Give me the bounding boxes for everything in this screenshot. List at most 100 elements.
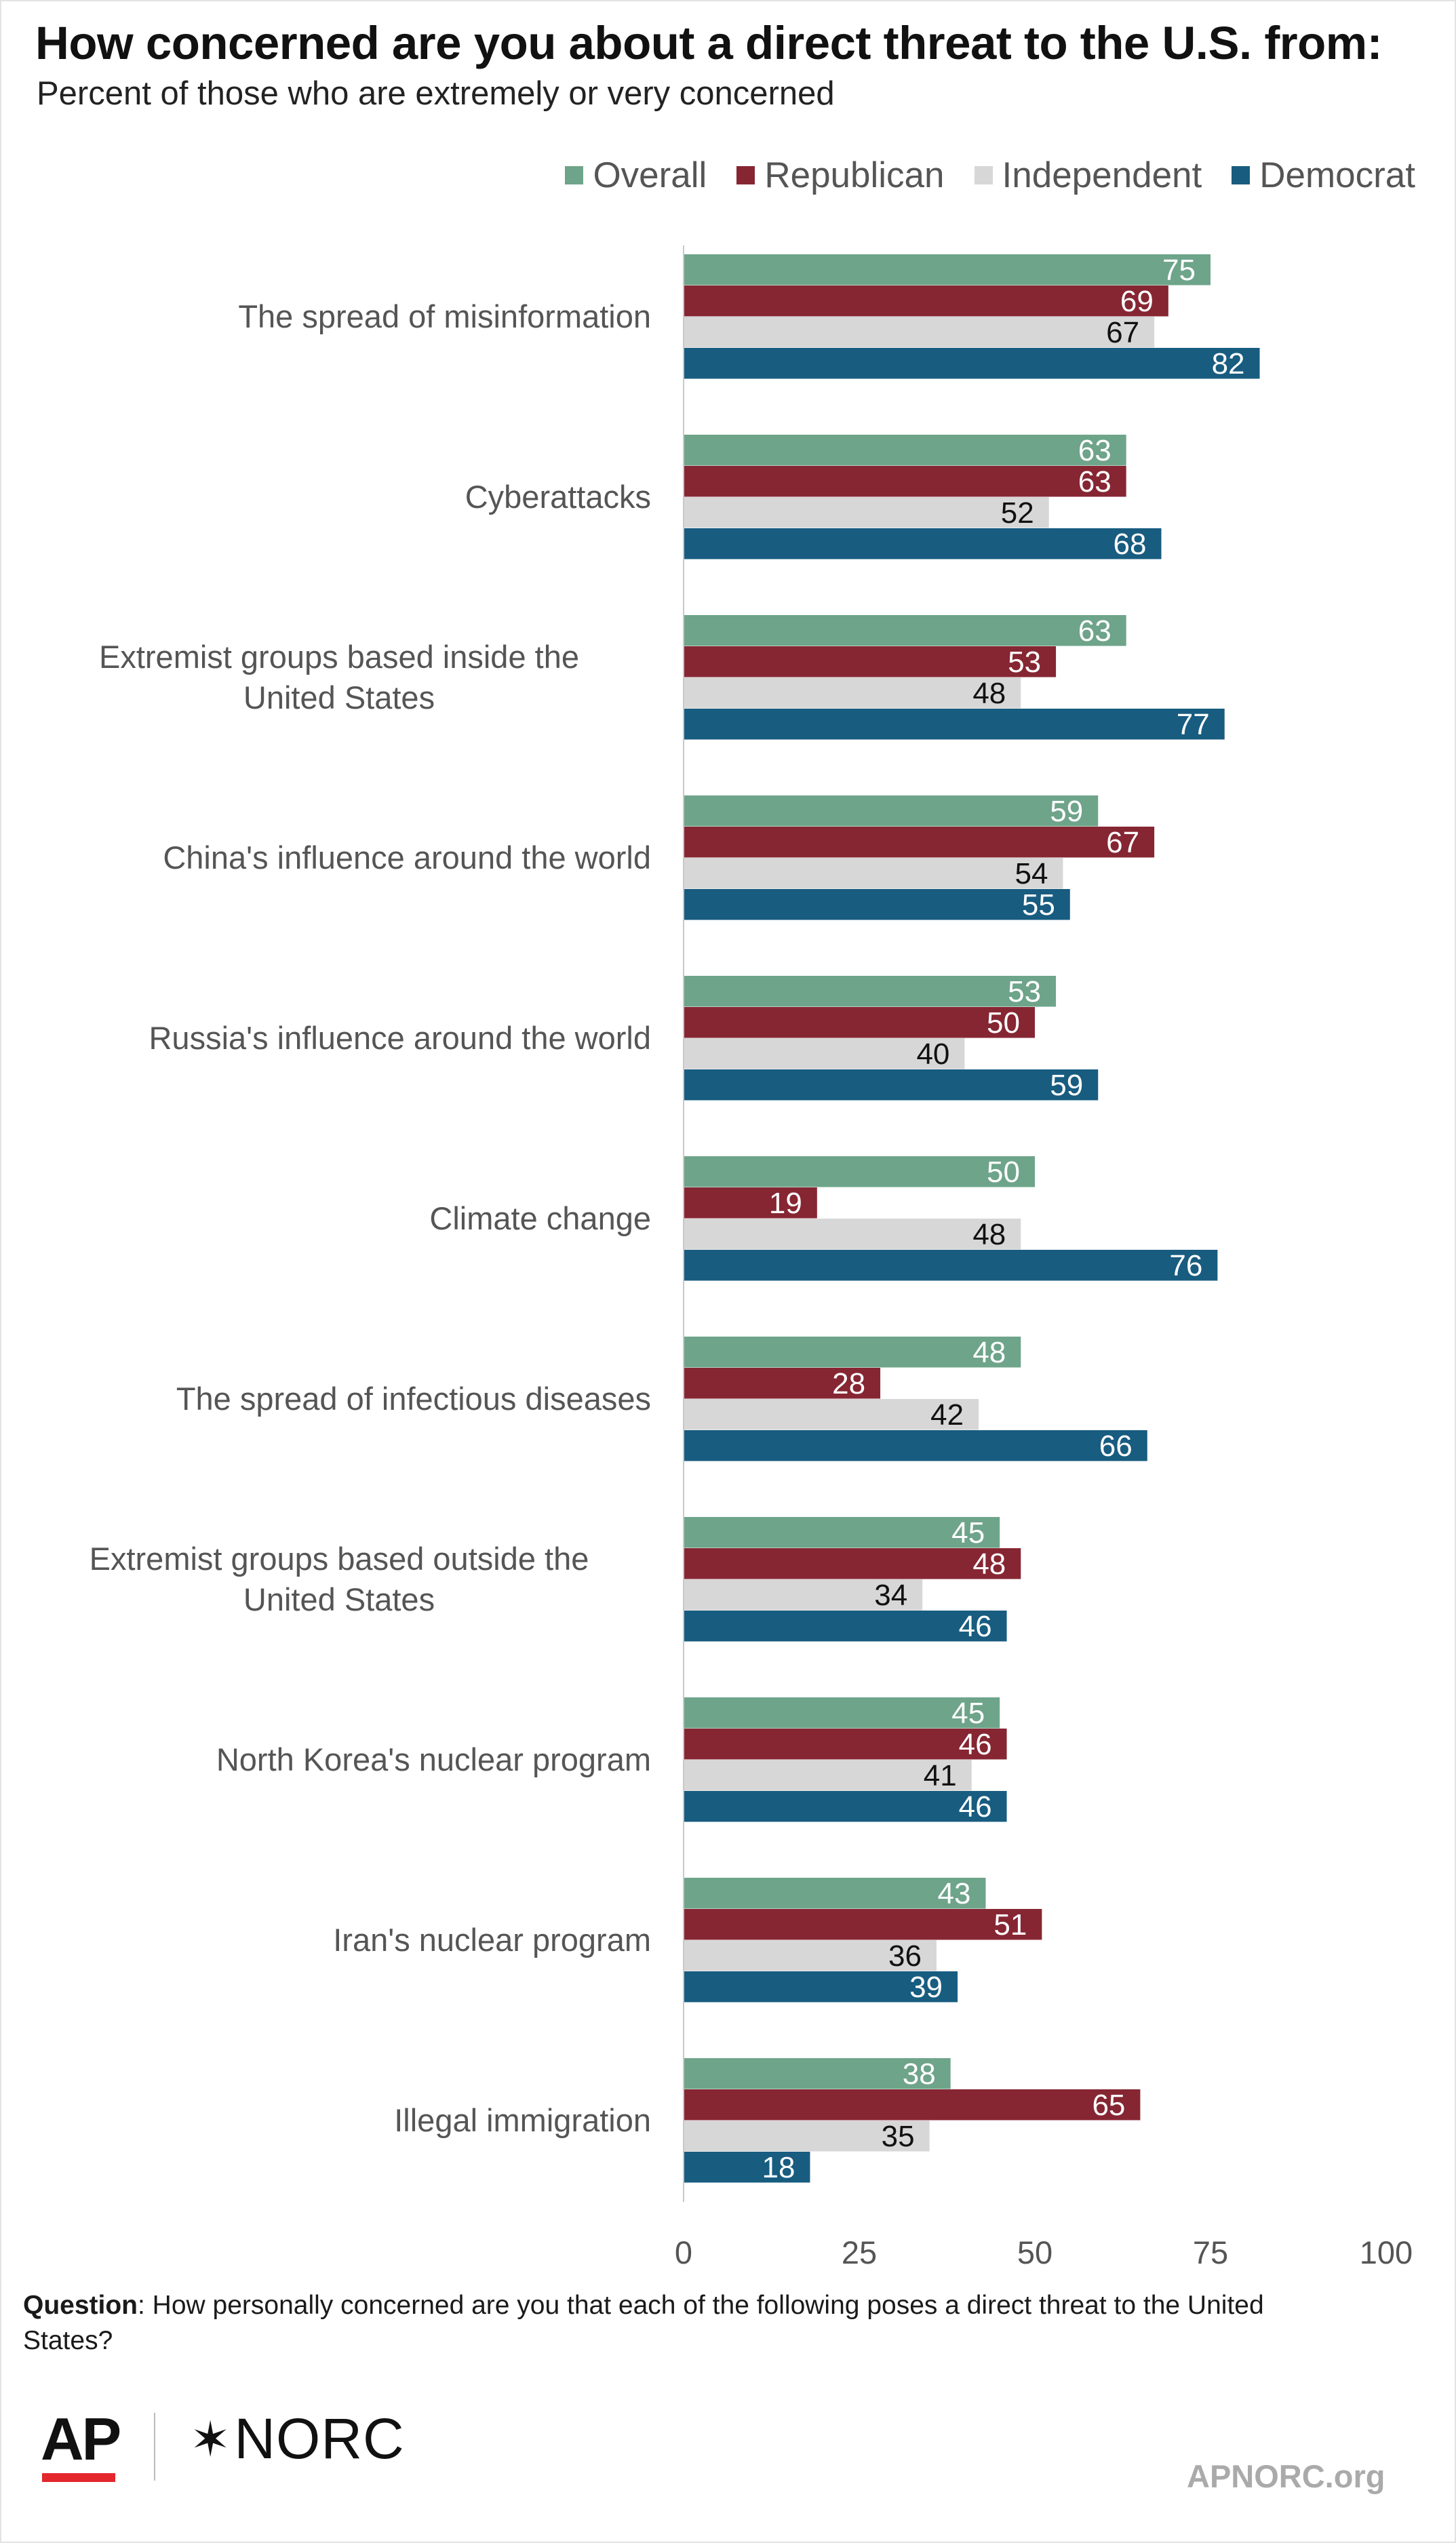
data-label: 51: [993, 1908, 1027, 1941]
legend-label-democrat: Democrat: [1259, 155, 1415, 195]
bar: [684, 795, 1099, 827]
data-label: 18: [762, 2151, 795, 2184]
bar: [684, 2089, 1141, 2121]
bar: [684, 709, 1225, 740]
norc-logo-text: NORC: [234, 2407, 405, 2470]
category-label: The spread of infectious diseases: [176, 1381, 651, 1417]
data-label: 59: [1050, 795, 1083, 828]
category-label-line: Extremist groups based outside the: [90, 1541, 589, 1577]
data-label: 63: [1078, 614, 1111, 648]
legend-item-overall: Overall: [565, 155, 707, 196]
data-label: 59: [1050, 1069, 1083, 1102]
legend-swatch-overall: [565, 166, 584, 184]
bar: [684, 1156, 1035, 1187]
data-label: 67: [1106, 316, 1139, 349]
norc-logo: ✶ NORC: [190, 2406, 405, 2472]
data-label: 46: [959, 1790, 992, 1824]
category-label: Climate change: [429, 1200, 651, 1236]
data-label: 42: [930, 1398, 964, 1432]
ap-logo: AP: [41, 2405, 121, 2472]
category-label: Cyberattacks: [465, 479, 651, 515]
bar: [684, 317, 1155, 348]
legend-label-independent: Independent: [1002, 155, 1202, 195]
bar: [684, 528, 1162, 559]
data-label: 55: [1022, 888, 1055, 922]
bar: [684, 1430, 1147, 1461]
data-label: 34: [874, 1579, 907, 1612]
bar: [684, 1250, 1218, 1281]
data-label: 82: [1212, 347, 1245, 380]
data-label: 40: [916, 1038, 949, 1071]
data-label: 48: [972, 1548, 1006, 1581]
data-label: 53: [1008, 975, 1041, 1008]
category-label-line: Climate change: [429, 1200, 651, 1236]
category-label-line: United States: [243, 1581, 435, 1617]
bar: [684, 827, 1155, 858]
data-label: 35: [882, 2120, 915, 2153]
bar: [684, 254, 1211, 285]
category-label: Iran's nuclear program: [333, 1922, 651, 1958]
data-label: 52: [1001, 496, 1034, 530]
data-label: 69: [1120, 285, 1154, 318]
data-label: 41: [924, 1759, 957, 1792]
data-label: 77: [1177, 708, 1210, 741]
bar: [684, 435, 1126, 466]
data-label: 76: [1169, 1249, 1202, 1282]
bar: [684, 1971, 958, 2003]
data-label: 36: [888, 1939, 922, 1973]
legend-swatch-independent: [974, 166, 993, 184]
category-label-line: The spread of misinformation: [238, 298, 651, 334]
bar: [684, 646, 1057, 677]
bar: [684, 1878, 986, 1909]
data-label: 46: [959, 1728, 992, 1761]
data-label: 68: [1114, 528, 1147, 561]
category-label: Russia's influence around the world: [149, 1020, 651, 1056]
category-label-line: Iran's nuclear program: [333, 1922, 651, 1958]
bar: [684, 1038, 965, 1069]
bar: [684, 2121, 930, 2152]
bar: [684, 1909, 1042, 1940]
logo-divider: [154, 2413, 155, 2481]
legend-label-republican: Republican: [764, 155, 945, 195]
bar: [684, 1611, 1007, 1642]
category-label: China's influence around the world: [163, 840, 651, 875]
data-label: 66: [1099, 1430, 1133, 1463]
x-tick-label: 50: [1017, 2234, 1052, 2270]
bar: [684, 1219, 1021, 1250]
legend-item-independent: Independent: [974, 155, 1202, 196]
bar: [684, 348, 1260, 379]
data-label: 48: [972, 677, 1006, 710]
bar: [684, 1187, 817, 1219]
category-label-line: United States: [243, 679, 435, 715]
question-note: Question: How personally concerned are y…: [23, 2288, 1352, 2359]
data-label: 63: [1078, 465, 1111, 498]
bar: [684, 2058, 951, 2089]
ap-logo-bar: [42, 2473, 115, 2482]
bar: [684, 858, 1063, 889]
bar: [684, 1368, 881, 1399]
bar: [684, 1069, 1099, 1101]
bar: [684, 677, 1021, 709]
x-tick-label: 25: [842, 2234, 877, 2270]
bar: [684, 1697, 1000, 1729]
bar: [684, 976, 1057, 1007]
data-label: 45: [951, 1697, 985, 1730]
category-label: The spread of misinformation: [238, 298, 651, 334]
data-label: 28: [832, 1367, 865, 1400]
data-label: 53: [1008, 646, 1041, 679]
bar: [684, 1548, 1021, 1579]
category-label-line: Cyberattacks: [465, 479, 651, 515]
norc-star-icon: ✶: [190, 2412, 232, 2467]
data-label: 54: [1015, 857, 1048, 890]
bar: [684, 1760, 972, 1791]
bar: [684, 1007, 1035, 1038]
legend: Overall Republican Independent Democrat: [565, 155, 1415, 196]
bar: [684, 285, 1168, 317]
category-label-line: Russia's influence around the world: [149, 1020, 651, 1056]
data-label: 65: [1092, 2089, 1125, 2122]
bar: [684, 1940, 937, 1971]
category-label-line: North Korea's nuclear program: [216, 1741, 651, 1777]
data-label: 48: [972, 1218, 1006, 1251]
legend-label-overall: Overall: [593, 155, 707, 195]
x-tick-label: 0: [675, 2234, 692, 2270]
